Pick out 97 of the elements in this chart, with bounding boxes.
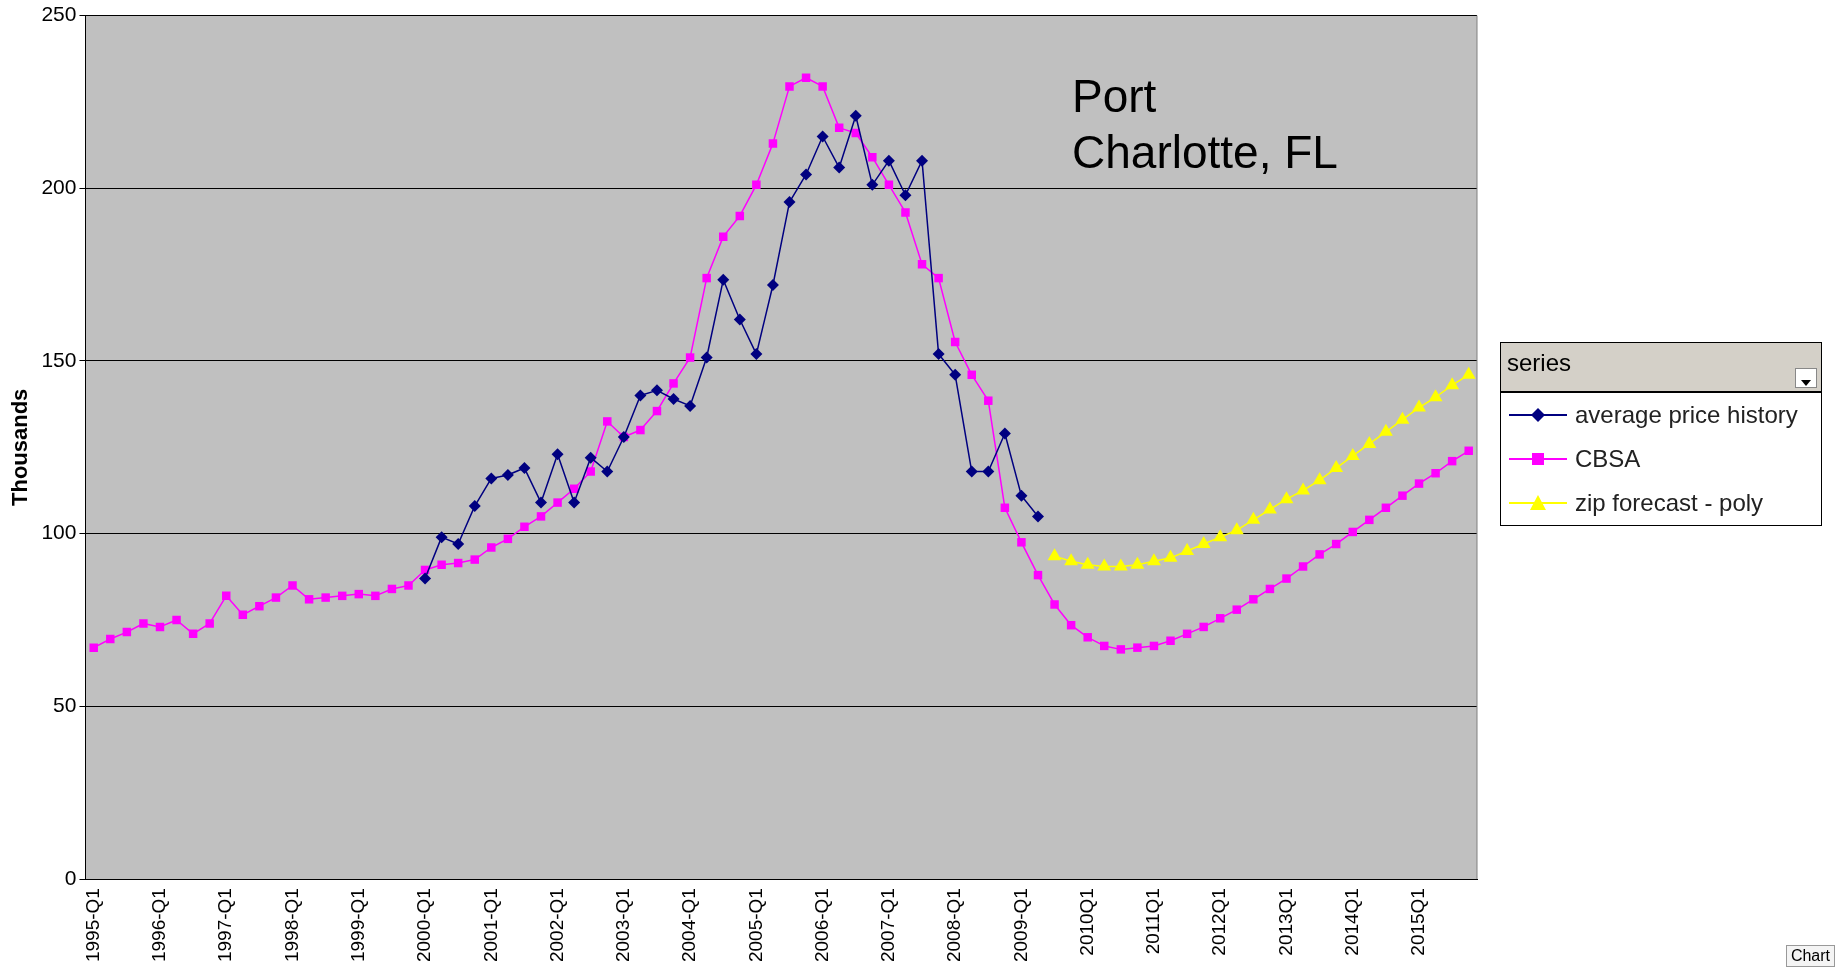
point <box>1229 522 1244 535</box>
point <box>1412 399 1426 412</box>
point <box>568 496 581 509</box>
point <box>833 161 846 174</box>
point <box>1461 366 1476 379</box>
point <box>766 279 779 291</box>
point <box>1362 435 1377 448</box>
text: Chart <box>1785 945 1835 967</box>
point <box>998 427 1011 440</box>
y-tick-label: 50 <box>53 693 77 717</box>
point <box>452 538 465 551</box>
point <box>849 109 862 122</box>
point <box>419 572 432 585</box>
point <box>1097 558 1112 571</box>
x-tick-label: 2001-Q1 <box>479 888 501 963</box>
legend-label: CBSA <box>1575 445 1641 473</box>
point <box>1395 411 1410 424</box>
point <box>816 130 829 143</box>
point <box>1445 377 1460 390</box>
x-tick-label: 2013Q1 <box>1274 888 1296 956</box>
point <box>551 448 564 461</box>
point <box>485 472 498 485</box>
point <box>1064 553 1079 566</box>
annotation: Port Charlotte, FL <box>1072 69 1338 180</box>
x-tick-label: 1999-Q1 <box>347 888 369 963</box>
point <box>800 168 813 181</box>
point <box>949 368 962 381</box>
legend-label: zip forecast - poly <box>1575 489 1764 517</box>
point <box>1262 501 1277 514</box>
point <box>700 351 713 364</box>
x-tick-label: 1995-Q1 <box>81 888 103 963</box>
point <box>1378 423 1393 436</box>
x-tick-label: 2002-Q1 <box>545 888 567 963</box>
x-tick-label: 2014Q1 <box>1340 888 1362 956</box>
x-tick-label: 2004-Q1 <box>678 888 700 963</box>
point <box>1180 542 1195 555</box>
point <box>899 189 912 202</box>
point <box>1246 511 1261 524</box>
point <box>1113 558 1128 571</box>
legend-label: average price history <box>1575 401 1798 429</box>
point <box>882 154 895 167</box>
x-tick-label: 1997-Q1 <box>214 888 236 963</box>
x-tick-label: 2009-Q1 <box>1009 888 1031 963</box>
y-tick-label: 200 <box>41 175 77 199</box>
x-tick-label: 2007-Q1 <box>877 888 899 963</box>
y-tick-label: 0 <box>64 865 77 889</box>
point <box>750 348 763 361</box>
point <box>1196 536 1211 549</box>
point <box>535 496 548 509</box>
y-axis-title: Thousands <box>7 388 33 506</box>
x-tick-label: 2012Q1 <box>1208 888 1230 956</box>
point <box>601 465 614 478</box>
x-tick-label: 2003-Q1 <box>612 888 634 963</box>
x-tick-label: 2006-Q1 <box>810 888 832 963</box>
x-tick-label: 2008-Q1 <box>943 888 965 963</box>
x-tick-label: 2011Q1 <box>1142 888 1164 955</box>
x-tick-label: 2010Q1 <box>1075 888 1097 956</box>
point <box>1296 482 1310 495</box>
y-tick-label: 250 <box>41 2 77 26</box>
point <box>684 399 697 412</box>
point <box>468 500 481 513</box>
point <box>584 451 597 464</box>
point <box>866 178 879 191</box>
point <box>518 462 531 475</box>
point <box>916 154 929 167</box>
point <box>982 465 995 478</box>
point <box>1130 556 1145 569</box>
point <box>733 313 746 326</box>
point <box>1213 529 1228 542</box>
legend-title: series <box>1501 343 1821 393</box>
point <box>1163 549 1178 562</box>
point <box>1428 389 1443 402</box>
point <box>435 531 448 544</box>
point <box>1015 489 1028 502</box>
point <box>932 348 945 361</box>
point <box>783 196 796 209</box>
point <box>1345 447 1360 460</box>
point <box>965 465 978 478</box>
point <box>1312 472 1327 485</box>
point <box>1147 553 1161 566</box>
y-tick-label: 150 <box>41 347 77 371</box>
point <box>634 389 647 402</box>
x-tick-label: 1998-Q1 <box>280 888 302 963</box>
point <box>1080 556 1095 569</box>
x-tick-label: 2005-Q1 <box>744 888 766 963</box>
point <box>667 392 680 405</box>
point <box>1031 510 1044 523</box>
x-tick-label: 2000-Q1 <box>413 888 435 963</box>
point <box>1279 491 1294 504</box>
point <box>650 384 663 397</box>
point <box>1047 548 1062 561</box>
point <box>501 468 514 481</box>
x-tick-label: 1996-Q1 <box>148 888 170 963</box>
point <box>717 273 730 286</box>
point <box>1329 460 1344 473</box>
y-tick-label: 100 <box>41 520 77 544</box>
x-tick-label: 2015Q1 <box>1407 888 1429 956</box>
